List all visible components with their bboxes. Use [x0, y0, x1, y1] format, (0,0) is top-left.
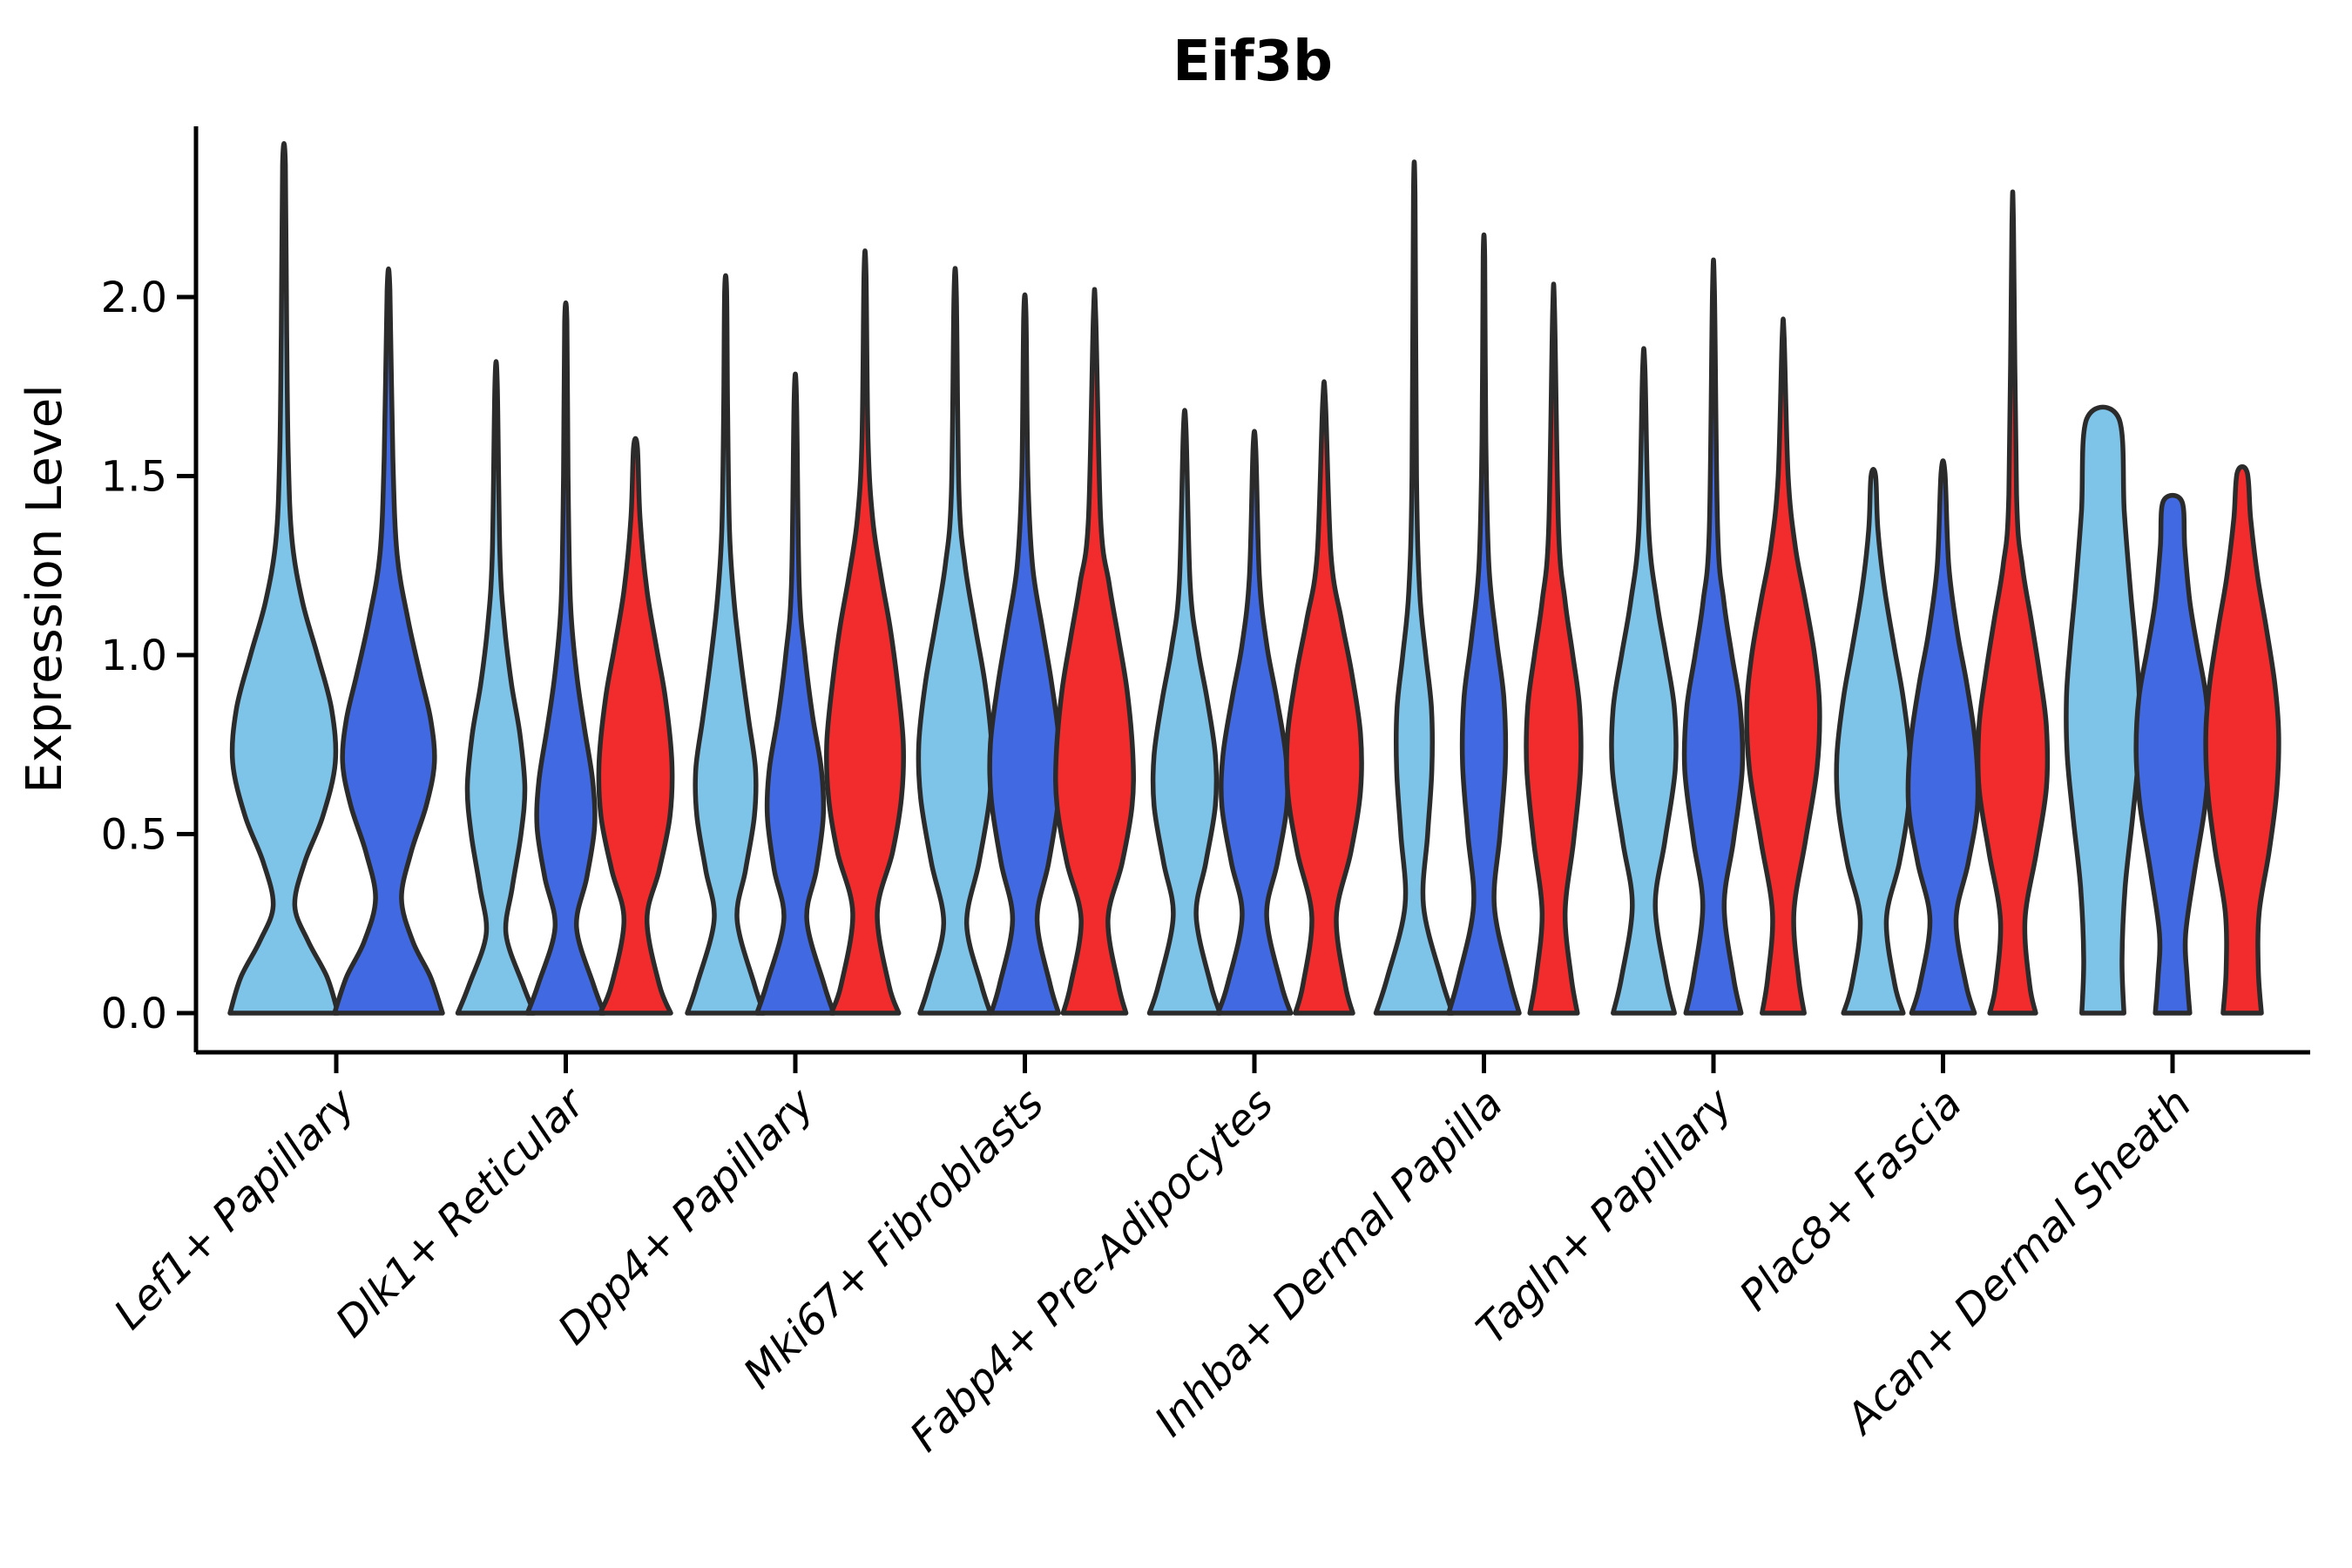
violin-inhba-dermal-papilla-lightblue — [1373, 159, 1456, 1016]
violins-layer — [227, 141, 2281, 1016]
y-tick-label: 1.0 — [101, 632, 167, 680]
violin-dlk1-reticular-lightblue — [455, 359, 537, 1016]
violin-lef1-papillary-lightblue — [227, 141, 341, 1016]
y-tick-label: 0.0 — [101, 990, 167, 1038]
x-tick-label-plac8-fascia: Plac8+ Fascia — [1730, 1079, 1971, 1321]
violin-tagln-papillary-blue — [1681, 257, 1746, 1016]
violin-fabp4-pre-adipocytes-lightblue — [1146, 408, 1223, 1016]
chart-title: Eif3b — [1173, 30, 1333, 94]
violin-mki67-fibroblasts-red — [1053, 287, 1136, 1016]
violin-dpp4-papillary-blue — [754, 371, 836, 1016]
x-tick-label-lef1-papillary: Lef1+ Papillary — [105, 1078, 365, 1339]
violin-dpp4-papillary-red — [824, 248, 906, 1016]
y-tick-label: 1.5 — [101, 453, 167, 502]
violin-acan-dermal-sheath-lightblue — [2064, 404, 2142, 1016]
violin-lef1-papillary-blue — [332, 267, 445, 1016]
violin-dpp4-papillary-lightblue — [685, 273, 767, 1016]
x-tick-label-dlk1-reticular: Dlk1+ Reticular — [327, 1078, 597, 1348]
violin-plac8-fascia-red — [1975, 189, 2051, 1016]
violin-mki67-fibroblasts-lightblue — [916, 266, 995, 1016]
violin-plac8-fascia-lightblue — [1834, 467, 1913, 1016]
violin-tagln-papillary-lightblue — [1609, 346, 1679, 1016]
violin-dlk1-reticular-red — [596, 436, 675, 1016]
y-tick-label: 0.5 — [101, 811, 167, 860]
x-tick-label-dpp4-papillary: Dpp4+ Papillary — [549, 1078, 824, 1354]
violin-dlk1-reticular-blue — [524, 300, 607, 1016]
violin-inhba-dermal-papilla-red — [1524, 281, 1584, 1016]
violin-fabp4-pre-adipocytes-red — [1284, 379, 1364, 1016]
violin-inhba-dermal-papilla-blue — [1446, 233, 1522, 1016]
y-axis-label: Expression Level — [17, 384, 73, 794]
violin-fabp4-pre-adipocytes-blue — [1215, 429, 1294, 1016]
violin-acan-dermal-sheath-blue — [2133, 492, 2212, 1016]
violin-mki67-fibroblasts-blue — [987, 292, 1063, 1016]
x-tick-label-tagln-papillary: Tagln+ Papillary — [1467, 1078, 1742, 1354]
violin-plac8-fascia-blue — [1905, 458, 1981, 1016]
violin-tagln-papillary-red — [1744, 316, 1822, 1016]
y-tick-label: 2.0 — [101, 274, 167, 322]
x-tick-label-fabp4-pre-adipocytes: Fabp4+ Pre-Adipocytes — [901, 1079, 1283, 1462]
violin-acan-dermal-sheath-red — [2203, 464, 2281, 1016]
